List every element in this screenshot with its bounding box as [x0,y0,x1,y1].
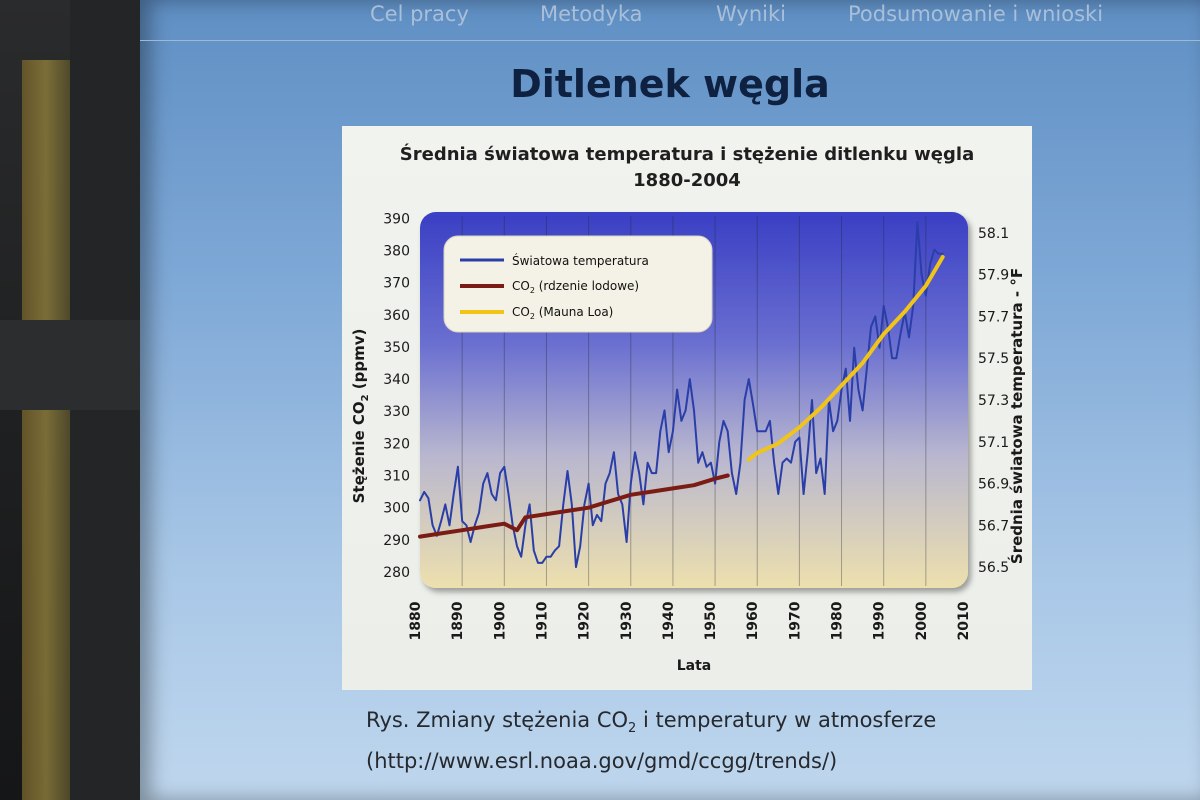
x-tick: 1910 [534,601,550,640]
y-tick-left: 380 [383,244,410,260]
legend-label-temperature: Światowa temperatura [512,253,649,268]
projection-screen: Cel pracy Metodyka Wyniki Podsumowanie i… [140,0,1200,800]
y-tick-left: 320 [383,436,410,452]
y-axis-right-label: Średnia światowa temperatura - °F [1007,268,1026,564]
y-tick-left: 340 [383,372,410,388]
y-tick-right: 57.3 [978,393,1009,409]
x-tick: 1990 [872,601,888,640]
y-tick-right: 57.1 [978,435,1009,451]
y-tick-left: 350 [383,340,410,356]
y-axis-left-label: Stężenie CO2 (ppmv) [350,329,371,504]
caption-line1: Rys. Zmiany stężenia CO2 i temperatury w… [366,708,937,737]
y-tick-left: 280 [383,565,410,581]
y-tick-right: 56.7 [978,518,1009,534]
y-tick-left: 300 [383,501,410,517]
y-tick-right: 56.5 [978,560,1009,576]
chart-title-line2: 1880-2004 [633,170,741,191]
x-tick: 1940 [661,601,677,640]
nav-item-cel-pracy: Cel pracy [370,2,469,26]
x-tick: 1960 [745,601,761,640]
x-tick: 1900 [492,601,508,640]
x-tick: 2000 [914,601,930,640]
y-tick-right: 56.9 [978,477,1009,493]
series-line-2 [746,255,945,462]
x-tick: 1950 [703,601,719,640]
x-tick: 2010 [956,601,972,640]
x-axis-label: Lata [677,658,712,674]
x-tick: 1980 [830,601,846,640]
y-tick-left: 330 [383,404,410,420]
y-tick-left: 360 [383,308,410,324]
room-background [0,0,150,800]
chart-card: Średnia światowa temperatura i stężenie … [342,126,1032,690]
caption-link: (http://www.esrl.noaa.gov/gmd/ccgg/trend… [366,749,838,774]
y-tick-left: 310 [383,469,410,485]
chart-title: Średnia światowa temperatura i stężenie … [342,142,1032,194]
x-tick: 1880 [408,601,424,640]
chart-title-line1: Średnia światowa temperatura i stężenie … [399,144,975,165]
x-tick: 1970 [787,601,803,640]
y-tick-left: 290 [383,533,410,549]
x-tick: 1930 [619,601,635,640]
y-tick-left: 370 [383,276,410,292]
y-tick-right: 57.5 [978,351,1009,367]
nav-item-podsumowanie: Podsumowanie i wnioski [848,2,1104,26]
nav-item-wyniki: Wyniki [716,2,786,26]
x-tick: 1920 [577,601,593,640]
window-transom [0,320,150,410]
figure-caption: Rys. Zmiany stężenia CO2 i temperatury w… [366,704,936,777]
legend-label-co2-ice: CO2 (rdzenie lodowe) [512,279,639,295]
y-tick-left: 390 [383,211,410,227]
series-line-1 [418,473,730,539]
nav-item-metodyka: Metodyka [540,2,643,26]
legend-label-co2-mauna-loa: CO2 (Mauna Loa) [512,305,613,321]
y-tick-right: 58.1 [978,226,1009,242]
x-tick: 1890 [450,601,466,640]
chart-legend: Światowa temperatura CO2 (rdzenie lodowe… [443,235,713,333]
slide-title: Ditlenek węgla [510,62,830,106]
slide-navbar: Cel pracy Metodyka Wyniki Podsumowanie i… [140,0,1200,41]
y-tick-right: 57.9 [978,268,1009,284]
y-tick-right: 57.7 [978,309,1009,325]
series-line-0 [419,221,944,569]
chart-svg: 280 290 300 310 320 330 340 350 360 370 380 390 56.… [350,211,1026,674]
